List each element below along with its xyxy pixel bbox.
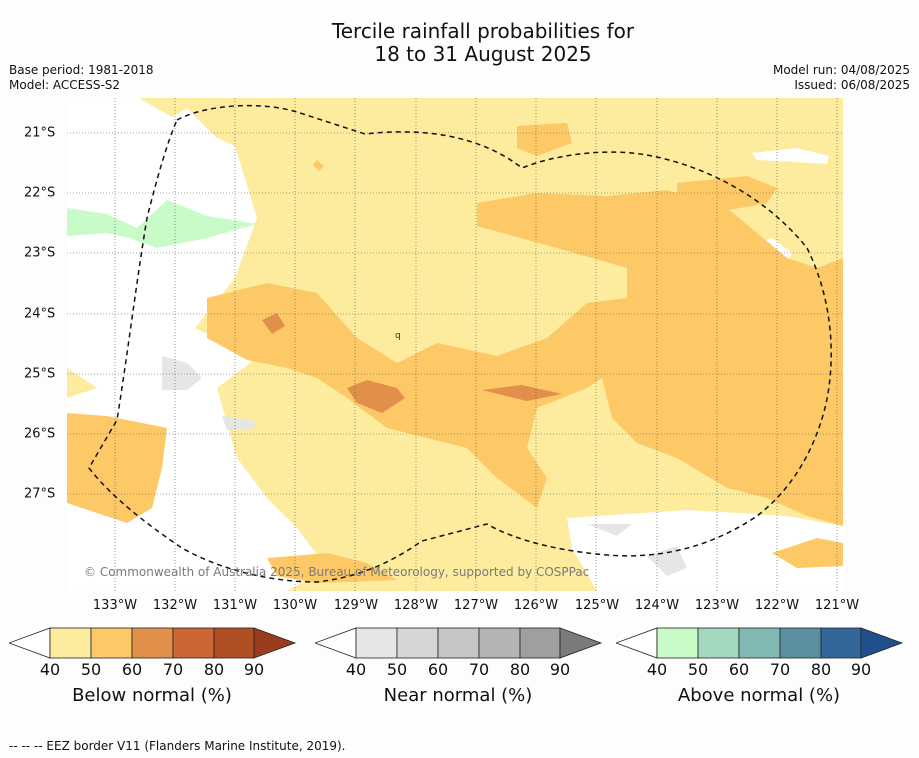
- below-50-region-small: [313, 160, 324, 171]
- no-signal-region-northeast: [752, 148, 829, 164]
- below-tick-40: 40: [39, 660, 61, 679]
- y-tick-25s: 25°S: [24, 366, 56, 382]
- above-tick-70: 70: [769, 660, 791, 679]
- x-tick-130w: 130°W: [272, 598, 318, 613]
- below-tick-50: 50: [80, 660, 102, 679]
- meta-right: Model run: 04/08/2025 Issued: 06/08/2025: [773, 63, 910, 93]
- near-tick-40: 40: [345, 660, 367, 679]
- below-50-region-se: [772, 538, 843, 568]
- copyright-notice: © Commonwealth of Australia 2025, Bureau…: [84, 565, 590, 579]
- below-60-region-2: [482, 385, 562, 401]
- model-name: Model: ACCESS-S2: [9, 78, 121, 92]
- above-tick-60: 60: [728, 660, 750, 679]
- above-tick-40: 40: [646, 660, 668, 679]
- map-canvas: q: [67, 98, 843, 591]
- meta-left: Base period: 1981-2018 Model: ACCESS-S2: [9, 63, 154, 93]
- legend-above-title: Above normal (%): [677, 685, 841, 706]
- below-50-region-south: [267, 553, 397, 583]
- x-tick-125w: 125°W: [574, 598, 620, 613]
- below-60-region-1: [347, 380, 405, 413]
- legend-near: [315, 626, 603, 660]
- near-tick-90: 90: [549, 660, 571, 679]
- x-tick-132w: 132°W: [152, 598, 198, 613]
- x-tick-122w: 122°W: [754, 598, 800, 613]
- below-tick-90: 90: [243, 660, 265, 679]
- isolated-label: q: [395, 331, 401, 341]
- map-title-line1: Tercile rainfall probabilities for: [331, 19, 635, 43]
- no-signal-region-north: [137, 108, 227, 208]
- x-tick-124w: 124°W: [634, 598, 680, 613]
- below-50-region-sw: [67, 413, 167, 523]
- graticule: [67, 98, 843, 591]
- x-tick-129w: 129°W: [333, 598, 379, 613]
- below-tick-80: 80: [203, 660, 225, 679]
- y-tick-24s: 24°S: [24, 306, 56, 322]
- issued-date: Issued: 06/08/2025: [794, 78, 910, 92]
- below-tick-60: 60: [121, 660, 143, 679]
- y-tick-26s: 26°S: [24, 426, 56, 442]
- below-50-region-north: [517, 123, 572, 156]
- y-tick-23s: 23°S: [24, 245, 56, 261]
- probability-map: q: [67, 98, 843, 591]
- below-60-region-3: [262, 313, 285, 334]
- legend-below: [9, 626, 297, 660]
- near-tick-80: 80: [509, 660, 531, 679]
- model-run: Model run: 04/08/2025: [772, 63, 910, 77]
- above-normal-region: [67, 200, 257, 248]
- legend-above: [616, 626, 904, 660]
- near-tick-50: 50: [386, 660, 408, 679]
- x-tick-121w: 121°W: [814, 598, 860, 613]
- eez-border: [88, 104, 832, 583]
- y-tick-22s: 22°S: [24, 185, 56, 201]
- near-normal-region-3: [647, 546, 687, 576]
- near-normal-region-1: [162, 356, 202, 390]
- below-50-region-main: [207, 190, 843, 526]
- legend-below-title: Below normal (%): [72, 685, 232, 706]
- x-tick-126w: 126°W: [513, 598, 559, 613]
- above-tick-80: 80: [810, 660, 832, 679]
- no-signal-region-southeast: [567, 510, 843, 591]
- x-tick-127w: 127°W: [453, 598, 499, 613]
- below-tick-70: 70: [162, 660, 184, 679]
- below-50-region-ne: [677, 176, 777, 214]
- base-period: Base period: 1981-2018: [9, 63, 154, 77]
- x-tick-131w: 131°W: [212, 598, 258, 613]
- x-tick-133w: 133°W: [92, 598, 138, 613]
- x-tick-128w: 128°W: [393, 598, 439, 613]
- legend-near-title: Near normal (%): [383, 685, 533, 706]
- above-tick-90: 90: [850, 660, 872, 679]
- map-title-line2: 18 to 31 August 2025: [374, 42, 592, 66]
- above-tick-50: 50: [687, 660, 709, 679]
- near-normal-region-4: [587, 524, 632, 536]
- x-tick-123w: 123°W: [694, 598, 740, 613]
- y-tick-27s: 27°S: [24, 486, 56, 502]
- y-tick-21s: 21°S: [24, 125, 56, 141]
- eez-footnote: -- -- -- EEZ border V11 (Flanders Marine…: [9, 739, 346, 753]
- near-tick-60: 60: [427, 660, 449, 679]
- near-normal-region-2: [222, 416, 257, 430]
- below-colorbar: [9, 627, 297, 659]
- near-tick-70: 70: [468, 660, 490, 679]
- above-colorbar: [616, 627, 904, 659]
- near-colorbar: [315, 627, 603, 659]
